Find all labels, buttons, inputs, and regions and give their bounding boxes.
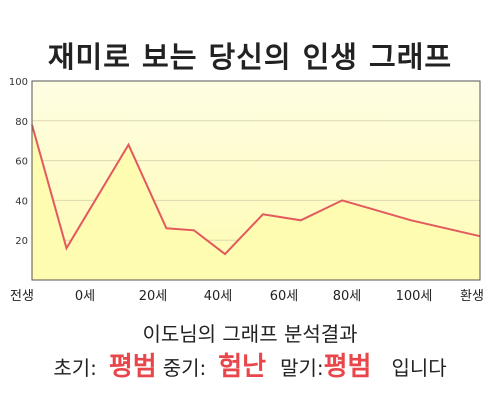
x-tick-label: 0세 bbox=[75, 289, 95, 304]
x-tick-label: 80세 bbox=[333, 289, 362, 304]
early-value: 평범 bbox=[108, 352, 157, 382]
y-tick-label: 80 bbox=[15, 117, 28, 128]
x-tick-label: 전생 bbox=[10, 289, 34, 304]
series-line bbox=[31, 124, 481, 256]
plot-border bbox=[31, 80, 481, 281]
area-fill bbox=[32, 124, 480, 280]
middle-value: 험난 bbox=[218, 352, 267, 382]
chart-title: 재미로 보는 당신의 인생 그래프 bbox=[47, 40, 453, 74]
x-axis-ticks: 전생 0세 20세 40세 60세 80세 100세 환생 bbox=[10, 289, 484, 304]
early-label: 초기: bbox=[53, 356, 97, 380]
late-value: 평범 bbox=[323, 352, 372, 382]
x-tick-label: 20세 bbox=[139, 289, 168, 304]
y-tick-label: 20 bbox=[15, 236, 28, 247]
x-tick-label: 100세 bbox=[396, 289, 433, 304]
x-tick-label: 60세 bbox=[270, 289, 299, 304]
y-tick-label: 100 bbox=[9, 77, 28, 88]
x-tick-label: 환생 bbox=[460, 289, 484, 304]
analysis-heading: 이도님의 그래프 분석결과 bbox=[142, 322, 358, 346]
analysis-result: 초기: 평범 중기: 험난 말기: 평범 입니다 bbox=[0, 346, 500, 382]
y-tick-label: 60 bbox=[15, 157, 28, 168]
x-tick-label: 40세 bbox=[204, 289, 233, 304]
late-label: 말기: bbox=[280, 356, 324, 380]
y-tick-label: 40 bbox=[15, 196, 28, 207]
y-axis-ticks: 20 40 60 80 100 bbox=[9, 77, 28, 247]
middle-label: 중기: bbox=[162, 356, 207, 380]
ending-text: 입니다 bbox=[391, 356, 447, 380]
